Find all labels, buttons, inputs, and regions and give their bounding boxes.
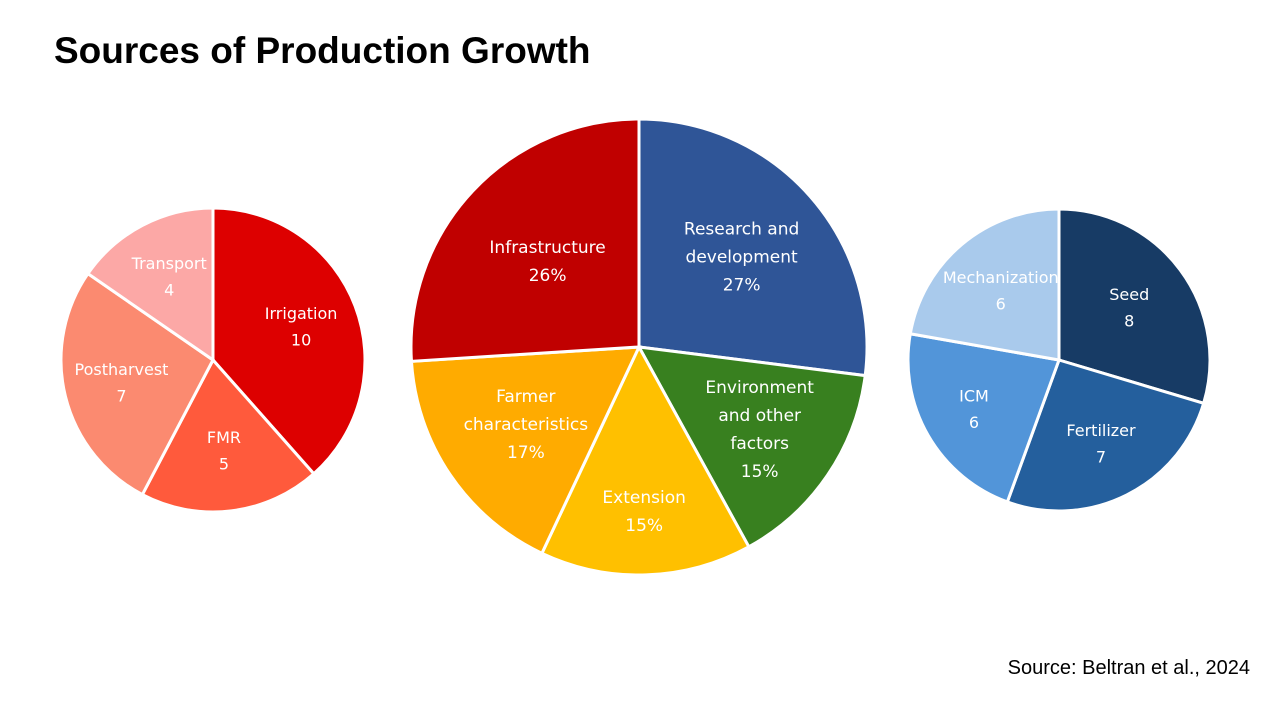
pie-chart-farm-infrastructure: Irrigation 10 FMR 5 Postharvest 7 Transport 4: [59, 206, 367, 514]
slice-category-transport-0: Transport: [131, 254, 207, 273]
slice-value-farmer-characteristics: 17%: [507, 443, 545, 463]
slice-value-extension: 15%: [625, 516, 663, 536]
slice-category-fmr-0: FMR: [207, 428, 241, 447]
slice-label-infrastructure: Infrastructure 26%: [489, 238, 605, 286]
slice-category-icm-0: ICM: [959, 386, 989, 405]
slice-label-seed: Seed 8: [1109, 285, 1149, 330]
slice-value-transport: 4: [164, 280, 174, 299]
slice-category-extension-0: Extension: [602, 488, 685, 508]
slice-category-environment-and-other-factors-2: factors: [730, 434, 789, 454]
slice-category-irrigation-0: Irrigation: [265, 304, 338, 323]
slice-category-postharvest-0: Postharvest: [75, 360, 169, 379]
slice-label-research-and-development: Research and development 27%: [684, 219, 799, 295]
slice-category-environment-and-other-factors-1: and other: [718, 406, 801, 426]
slice-value-icm: 6: [969, 413, 979, 432]
slice-value-postharvest: 7: [116, 386, 126, 405]
page-title: Sources of Production Growth: [54, 30, 591, 71]
slice-category-infrastructure-0: Infrastructure: [489, 238, 605, 258]
pie-chart-sources-overview: Research and development 27% Environment and…: [409, 117, 869, 577]
slice-value-environment-and-other-factors: 15%: [741, 462, 779, 482]
slice-category-research-and-development-0: Research and: [684, 219, 799, 239]
slice-label-transport: Transport 4: [131, 254, 207, 299]
slice-research-and-development: [637, 117, 869, 378]
slice-label-fertilizer: Fertilizer 7: [1066, 421, 1136, 466]
slice-value-mechanization: 6: [996, 294, 1006, 313]
slice-label-mechanization: Mechanization 6: [943, 268, 1059, 313]
slice-label-farmer-characteristics: Farmer characteristics 17%: [464, 387, 589, 463]
slice-category-farmer-characteristics-0: Farmer: [496, 387, 555, 407]
slice-value-fmr: 5: [219, 454, 229, 473]
slice-category-farmer-characteristics-1: characteristics: [464, 415, 589, 435]
slice-label-environment-and-other-factors: Environment and other factors 15%: [705, 378, 814, 482]
slice-value-seed: 8: [1124, 312, 1134, 331]
slice-category-mechanization-0: Mechanization: [943, 268, 1059, 287]
slice-extension: [539, 343, 751, 577]
slice-infrastructure: [409, 117, 641, 363]
slice-value-fertilizer: 7: [1096, 447, 1106, 466]
slice-fmr: [140, 357, 316, 514]
source-citation: Source: Beltran et al., 2024: [1007, 657, 1250, 679]
slice-category-research-and-development-1: development: [686, 247, 798, 267]
slice-farmer-characteristics: [409, 345, 642, 556]
slice-transport: [85, 206, 215, 363]
slice-environment-and-other-factors: [636, 345, 867, 549]
slice-postharvest: [59, 271, 215, 497]
slice-fertilizer: [1005, 358, 1206, 513]
slice-category-fertilizer-0: Fertilizer: [1066, 421, 1136, 440]
slice-irrigation: [211, 206, 367, 476]
slice-value-research-and-development: 27%: [723, 276, 761, 296]
slice-label-postharvest: Postharvest 7: [75, 360, 169, 405]
slice-category-environment-and-other-factors-0: Environment: [705, 378, 814, 398]
slice-label-irrigation: Irrigation 10: [265, 304, 338, 349]
slice-value-infrastructure: 26%: [529, 266, 567, 286]
slice-label-extension: Extension 15%: [602, 488, 685, 536]
slice-mechanization: [908, 207, 1061, 362]
slice-icm: [906, 332, 1062, 504]
slice-label-icm: ICM 6: [959, 386, 989, 431]
slice-category-seed-0: Seed: [1109, 285, 1149, 304]
slice-label-fmr: FMR 5: [207, 428, 241, 473]
pie-chart-farm-inputs: Seed 8 Fertilizer 7 ICM 6 Mechanization 6: [906, 207, 1212, 513]
slice-seed: [1057, 207, 1212, 406]
slice-value-irrigation: 10: [291, 330, 311, 349]
